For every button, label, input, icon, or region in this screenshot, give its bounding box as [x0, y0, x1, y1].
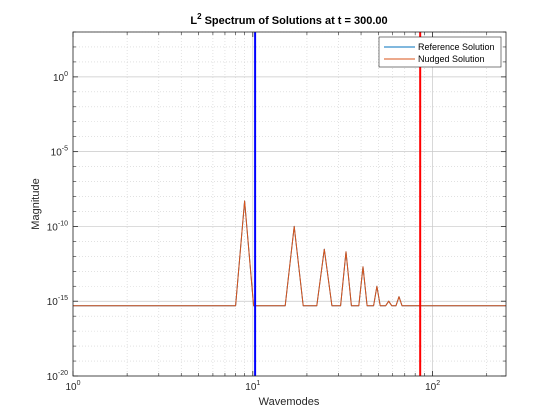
- x-tick-labels: 100 101 102: [65, 380, 440, 393]
- y-tick-labels: 100 10-5 10-10 10-15 10-20: [47, 71, 68, 383]
- legend-box: [378, 36, 502, 68]
- legend-label-nudged: Nudged Solution: [418, 54, 485, 64]
- plot-frame: [72, 31, 507, 377]
- series-line-nudged: [73, 200, 506, 307]
- x-axis-label: Wavemodes: [259, 396, 320, 408]
- legend: Reference Solution Nudged Solution: [378, 36, 502, 68]
- x-tick-label: 100: [65, 380, 80, 393]
- y-tick-label: 10-15: [47, 295, 68, 308]
- legend-label-reference: Reference Solution: [418, 42, 495, 52]
- chart-title: L2 Spectrum of Solutions at t = 300.00: [190, 12, 387, 27]
- tick-marks: [72, 31, 506, 377]
- y-tick-label: 10-20: [47, 370, 68, 383]
- series-layer: [73, 200, 506, 307]
- plot-area: [73, 32, 506, 376]
- y-tick-label: 10-10: [47, 220, 68, 233]
- y-tick-label: 100: [53, 71, 68, 84]
- vertical-lines: [254, 32, 422, 376]
- x-tick-label: 102: [425, 380, 440, 393]
- x-tick-label: 101: [245, 380, 260, 393]
- y-tick-label: 10-5: [51, 146, 68, 159]
- y-axis-label: Magnitude: [30, 178, 42, 229]
